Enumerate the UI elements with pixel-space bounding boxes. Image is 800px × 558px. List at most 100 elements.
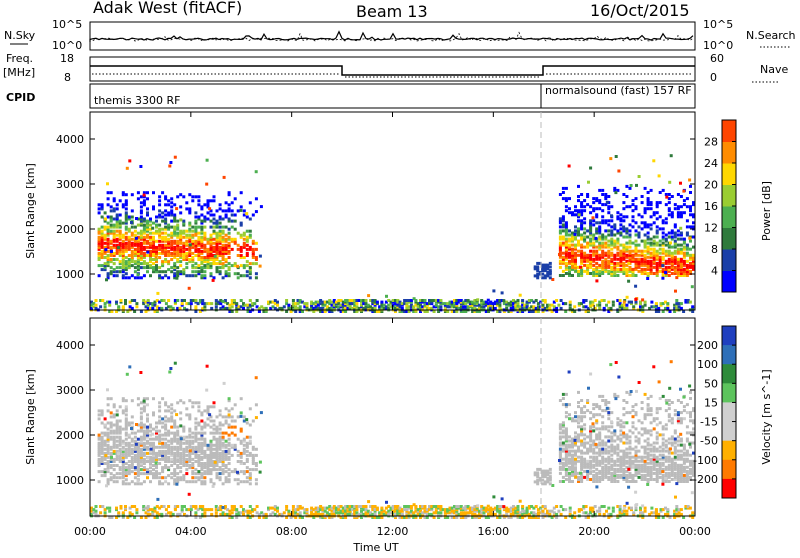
- power-cell: [225, 238, 228, 241]
- power-cell: [610, 205, 613, 208]
- power-cell: [626, 296, 629, 299]
- velocity-cell: [125, 448, 128, 451]
- power-cell: [259, 265, 262, 268]
- power-cell: [188, 228, 191, 231]
- power-cell: [255, 272, 258, 275]
- velocity-cell: [101, 432, 104, 435]
- velocity-cell: [135, 508, 138, 511]
- velocity-cell: [125, 466, 128, 469]
- power-cell: [577, 209, 580, 212]
- power-cell: [574, 233, 577, 236]
- velocity-cell: [228, 442, 231, 445]
- velocity-cell: [113, 480, 116, 483]
- velocity-cell: [644, 474, 647, 477]
- power-cell: [107, 191, 110, 194]
- power-cell: [670, 154, 673, 157]
- velocity-cell: [176, 446, 179, 449]
- power-cell: [255, 210, 258, 213]
- velocity-cell: [592, 425, 595, 428]
- power-cell: [519, 294, 522, 297]
- velocity-cell: [222, 424, 225, 427]
- velocity-cell: [115, 507, 118, 510]
- power-cell: [119, 242, 122, 245]
- power-cell: [583, 252, 586, 255]
- power-cell: [125, 256, 128, 259]
- velocity-cell: [622, 421, 625, 424]
- velocity-cell: [164, 442, 167, 445]
- velocity-cell: [559, 480, 562, 483]
- velocity-cell: [207, 444, 210, 447]
- power-cell: [629, 229, 632, 232]
- velocity-cell: [583, 415, 586, 418]
- power-cell: [122, 191, 125, 194]
- velocity-cell: [635, 427, 638, 430]
- power-cell: [116, 258, 119, 261]
- power-cell: [577, 240, 580, 243]
- velocity-cell: [140, 448, 143, 451]
- velocity-cell: [237, 450, 240, 453]
- power-cell: [167, 250, 170, 253]
- power-cell: [659, 201, 662, 204]
- velocity-cell: [194, 468, 197, 471]
- power-cell: [571, 248, 574, 251]
- velocity-cell: [562, 476, 565, 479]
- velocity-cell: [104, 440, 107, 443]
- velocity-cell: [610, 464, 613, 467]
- velocity-cell: [686, 411, 689, 414]
- velocity-cell: [562, 462, 565, 465]
- velocity-cell: [122, 409, 125, 412]
- velocity-cell: [161, 397, 164, 400]
- power-cell: [216, 209, 219, 212]
- velocity-cell: [680, 444, 683, 447]
- power-cell: [134, 230, 137, 233]
- velocity-cell: [170, 432, 173, 435]
- velocity-cell: [659, 450, 662, 453]
- velocity-cell: [179, 411, 182, 414]
- power-cell: [549, 265, 552, 268]
- velocity-cell: [689, 476, 692, 479]
- velocity-cell: [158, 472, 161, 475]
- velocity-cell: [110, 411, 113, 414]
- velocity-cell: [619, 438, 622, 441]
- power-cell: [146, 197, 149, 200]
- power-cell: [205, 183, 208, 186]
- power-cell: [203, 203, 206, 206]
- power-cell: [656, 242, 659, 245]
- power-cell: [125, 211, 128, 214]
- power-cell: [559, 260, 562, 263]
- velocity-cell: [680, 464, 683, 467]
- power-cell: [140, 209, 143, 212]
- velocity-cell: [176, 401, 179, 404]
- power-cell: [641, 250, 644, 253]
- power-cell: [601, 219, 604, 222]
- power-cell: [176, 224, 179, 227]
- velocity-cell: [665, 444, 668, 447]
- velocity-cell: [589, 478, 592, 481]
- power-cell: [658, 174, 661, 177]
- velocity-cell: [237, 460, 240, 463]
- power-cell: [231, 264, 234, 267]
- power-cell: [231, 214, 234, 217]
- power-cell: [179, 205, 182, 208]
- power-cell: [119, 260, 122, 263]
- velocity-cell: [152, 411, 155, 414]
- power-cell: [225, 258, 228, 261]
- velocity-cell: [577, 433, 580, 436]
- velocity-cell: [143, 424, 146, 427]
- power-cell: [164, 274, 167, 277]
- power-cell: [613, 240, 616, 243]
- power-cell: [240, 234, 243, 237]
- velocity-cell: [125, 442, 128, 445]
- power-cell: [595, 266, 598, 269]
- power-cell: [225, 264, 228, 267]
- velocity-cell: [580, 407, 583, 410]
- power-cell: [246, 236, 249, 239]
- velocity-cell: [98, 480, 101, 483]
- nsearch-tick-top: 10^5: [703, 18, 733, 31]
- velocity-cell: [592, 413, 595, 416]
- velocity-cell: [610, 411, 613, 414]
- power-cell: [656, 262, 659, 265]
- power-cell: [668, 201, 671, 204]
- velocity-cell: [255, 403, 258, 406]
